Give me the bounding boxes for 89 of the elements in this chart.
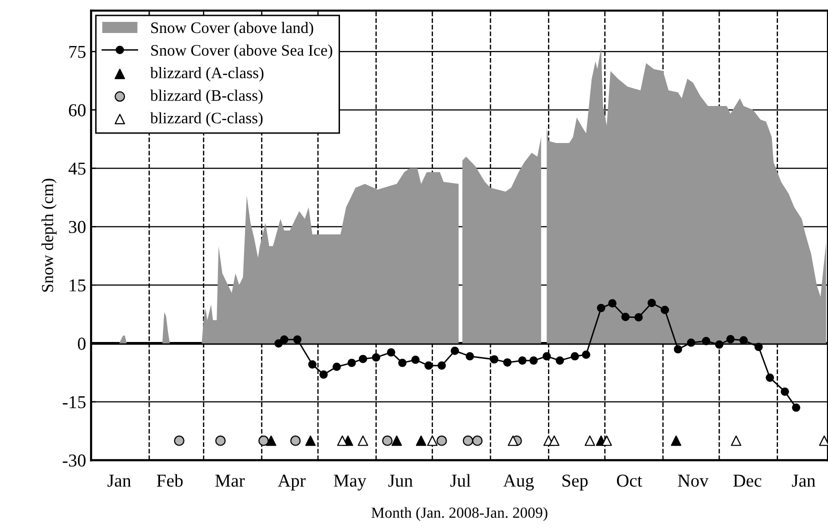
point [424, 361, 433, 370]
x-tick-label: Jul [450, 474, 471, 487]
point [584, 436, 596, 446]
point [472, 436, 483, 446]
point [739, 336, 748, 344]
point [372, 353, 380, 362]
point [348, 358, 356, 368]
point [392, 436, 402, 446]
y-tick-label: 75 [69, 46, 86, 58]
x-tick-label: Apr [278, 474, 306, 490]
point [411, 356, 420, 364]
x-tick-label: Dec [733, 474, 762, 487]
point [674, 345, 682, 354]
y-tick-label: 60 [68, 104, 86, 116]
x-tick-label: Nov [678, 474, 709, 487]
point [582, 350, 590, 359]
point [780, 388, 790, 396]
point [462, 436, 474, 446]
point [466, 352, 474, 360]
point [792, 403, 800, 412]
point [596, 304, 606, 312]
x-tick-label: Jan [792, 474, 816, 487]
point [715, 340, 724, 349]
legend-label: Snow Cover (above land) [151, 22, 314, 36]
y-tick-label: -15 [62, 396, 86, 408]
point [332, 362, 341, 371]
point [290, 436, 301, 446]
point [382, 436, 393, 446]
point [726, 334, 735, 344]
y-tick-label: 30 [69, 220, 86, 234]
point [754, 342, 763, 352]
point [503, 358, 512, 367]
point [293, 335, 302, 344]
point [508, 436, 518, 446]
point [702, 336, 710, 346]
legend-label: blizzard (A-class) [150, 67, 264, 82]
y-tick-label: 15 [70, 279, 86, 292]
y-tick-label: 0 [78, 338, 86, 350]
x-tick-label: Jan [108, 474, 131, 487]
point [660, 306, 670, 314]
y-tick-label: 45 [68, 162, 86, 175]
point [174, 436, 184, 446]
point [518, 356, 527, 365]
point [215, 436, 226, 446]
point [602, 436, 612, 446]
x-tick-label: Mar [215, 474, 245, 487]
point [634, 313, 643, 322]
point [358, 354, 368, 364]
x-tick-label: Jun [388, 474, 413, 487]
y-tick-label: -30 [62, 454, 86, 467]
x-tick-label: Oct [616, 474, 642, 487]
point [670, 436, 682, 446]
point [648, 298, 656, 308]
point [436, 436, 447, 446]
point [549, 436, 560, 446]
y-axis-title: Snow depth (cm) [41, 178, 57, 292]
point [274, 339, 283, 348]
point [450, 346, 460, 355]
point [416, 436, 426, 446]
x-tick-label: Aug [503, 474, 534, 490]
point [398, 358, 407, 368]
point [427, 436, 438, 446]
point [490, 355, 498, 364]
legend-label: blizzard (C-class) [150, 112, 263, 127]
x-tick-label: Feb [156, 474, 183, 487]
point [319, 370, 328, 379]
legend-label: blizzard (B-class) [150, 90, 263, 104]
point [280, 335, 288, 344]
point [258, 436, 269, 446]
point [730, 436, 742, 446]
x-tick-label: Sep [562, 474, 588, 490]
point [542, 352, 551, 360]
point [308, 360, 317, 369]
point [686, 338, 696, 347]
point [386, 348, 396, 357]
point [556, 356, 564, 365]
point [266, 436, 276, 446]
point [570, 352, 580, 360]
point [438, 361, 446, 370]
x-tick-label: May [334, 474, 366, 490]
point [766, 374, 774, 382]
point [529, 356, 538, 365]
point [621, 312, 630, 322]
point [608, 299, 617, 308]
legend-label: Snow Cover (above Sea Ice) [151, 44, 332, 59]
point [305, 436, 316, 446]
point [358, 436, 368, 446]
point [337, 436, 348, 446]
x-axis-title: Month (Jan. 2008-Jan. 2009) [372, 507, 548, 521]
